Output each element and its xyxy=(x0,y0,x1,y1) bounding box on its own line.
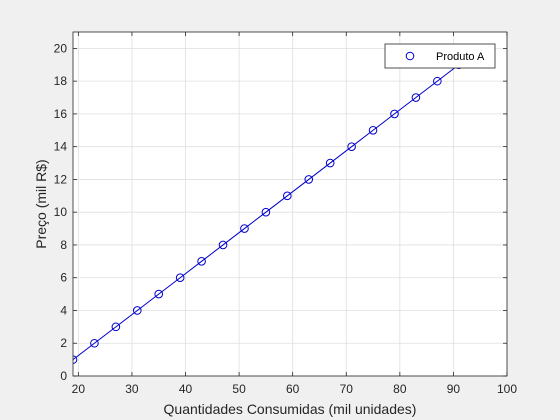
data-point xyxy=(368,125,378,135)
legend-marker-circle xyxy=(405,51,415,61)
x-tick-label: 60 xyxy=(286,382,300,396)
y-tick-label: 6 xyxy=(60,271,67,285)
data-point xyxy=(73,355,78,364)
data-point xyxy=(218,240,228,250)
y-tick-label: 16 xyxy=(54,107,68,121)
y-tick-label: 4 xyxy=(60,303,67,317)
data-point xyxy=(261,207,271,217)
data-point xyxy=(154,289,164,299)
x-tick-label: 20 xyxy=(72,382,86,396)
series-line xyxy=(73,47,481,361)
y-tick-label: 18 xyxy=(54,74,68,88)
x-tick-label: 90 xyxy=(447,382,461,396)
y-tick-label: 14 xyxy=(54,140,68,154)
x-tick-label: 50 xyxy=(232,382,246,396)
data-point xyxy=(197,257,206,266)
plot-area xyxy=(73,32,507,376)
y-tick-label: 12 xyxy=(54,172,68,186)
y-tick-label: 0 xyxy=(60,369,67,383)
data-point xyxy=(283,191,292,201)
data-point xyxy=(304,175,314,184)
y-tick-label: 20 xyxy=(54,41,68,55)
y-axis-label: Preço (mil R$) xyxy=(33,159,49,248)
y-tick-label: 10 xyxy=(54,205,68,219)
data-point xyxy=(111,322,121,332)
x-tick-label: 40 xyxy=(179,382,193,396)
x-axis-label: Quantidades Consumidas (mil unidades) xyxy=(164,401,417,417)
data-point xyxy=(132,306,142,315)
x-tick-label: 70 xyxy=(340,382,354,396)
legend-box xyxy=(384,43,496,69)
data-point xyxy=(390,109,399,119)
data-point xyxy=(433,76,442,86)
legend: Produto A xyxy=(384,43,496,69)
x-tick-label: 80 xyxy=(393,382,407,396)
data-point xyxy=(411,93,421,102)
y-tick-label: 2 xyxy=(60,336,67,350)
data-point xyxy=(325,158,335,168)
legend-entry-produto-a: Produto A xyxy=(436,51,485,63)
data-point xyxy=(347,142,356,151)
x-tick-label: 30 xyxy=(125,382,139,396)
data-point xyxy=(240,224,249,233)
data-point xyxy=(90,338,99,348)
y-tick-label: 8 xyxy=(60,238,67,252)
series-layer xyxy=(73,44,485,364)
tick-layer: 20 30 40 50 60 70 80 90 100 0 2 4 6 8 10 12 14 16 18 20 xyxy=(54,32,517,396)
plot-border xyxy=(72,31,508,377)
x-tick-label: 100 xyxy=(497,382,517,396)
data-point xyxy=(175,273,185,283)
